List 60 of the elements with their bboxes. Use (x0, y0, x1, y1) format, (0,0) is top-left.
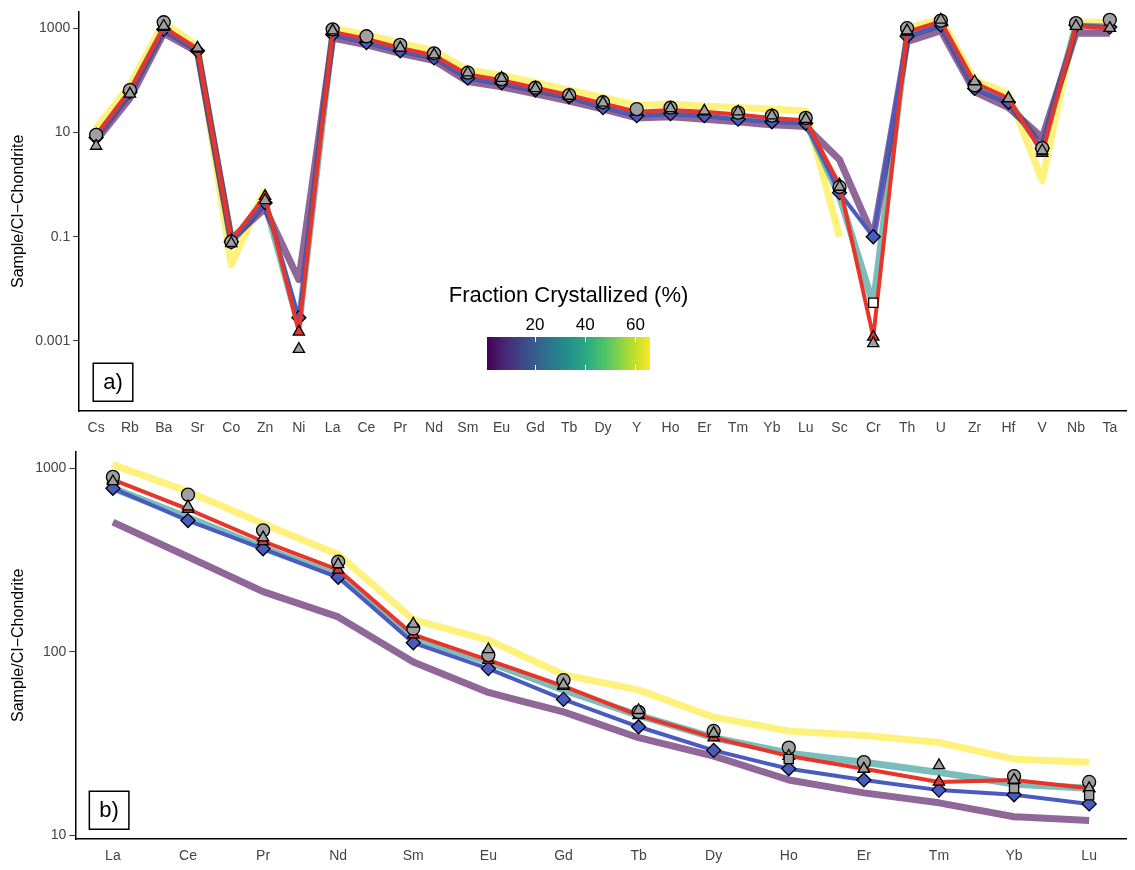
x-tick-label: Cs (87, 419, 105, 436)
x-tick-label: Gd (554, 847, 573, 864)
x-tick-label: Nd (329, 847, 348, 864)
y-tick-label: 10 (50, 825, 67, 842)
annotation: b) (99, 797, 119, 823)
x-tick-label: Ta (1102, 419, 1118, 436)
x-tick-label: Ni (292, 419, 306, 436)
x-tick-label: Y (632, 419, 643, 436)
x-tick-label: Tb (630, 847, 647, 864)
y-tick-label: 0.001 (35, 331, 71, 348)
x-tick-label: Lu (1081, 847, 1097, 864)
x-tick-label: Nd (425, 419, 443, 436)
x-tick-label: Rb (120, 419, 140, 436)
x-tick-label: Yb (1005, 847, 1023, 864)
x-tick-label: Cr (865, 419, 881, 436)
x-tick-label: V (1037, 419, 1048, 436)
x-tick-label: Ce (179, 847, 198, 864)
x-tick-label: Sr (190, 419, 205, 436)
x-tick-label: U (935, 419, 946, 436)
y-tick-label: 1000 (35, 459, 67, 476)
y-tick-label: 100 (42, 642, 67, 659)
y-tick-label: 10 (54, 123, 71, 140)
x-tick-label: Eu (493, 419, 511, 436)
x-tick-label: Ce (357, 419, 376, 436)
annotation: a) (103, 369, 123, 395)
x-tick-label: La (324, 419, 341, 436)
x-tick-label: Nb (1067, 419, 1086, 436)
x-tick-label: Er (697, 419, 712, 436)
y-tick-label: 0.1 (50, 227, 71, 244)
annotation: 40 (575, 315, 595, 335)
x-tick-label: Zr (968, 419, 982, 436)
x-tick-label: Sc (831, 419, 848, 436)
x-tick-label: Sm (457, 419, 479, 436)
x-tick-label: Zn (256, 419, 274, 436)
x-tick-label: Ba (155, 419, 173, 436)
x-tick-label: Eu (479, 847, 497, 864)
y-axis-title: Sample/CI−Chondrite (9, 134, 27, 289)
x-tick-label: Pr (256, 847, 271, 864)
x-tick-label: Hf (1001, 419, 1016, 436)
x-tick-label: Gd (526, 419, 545, 436)
x-tick-label: Lu (797, 419, 814, 436)
x-tick-label: Th (898, 419, 916, 436)
x-tick-label: Co (222, 419, 241, 436)
annotation: 20 (525, 315, 545, 335)
x-tick-label: Tb (561, 419, 578, 436)
x-tick-label: La (105, 847, 121, 864)
annotation: 60 (626, 315, 645, 335)
x-tick-label: Tm (728, 419, 749, 436)
y-axis-title: Sample/CI−Chondrite (9, 568, 27, 723)
y-tick-label: 1000 (39, 19, 71, 36)
x-tick-label: Er (856, 847, 872, 864)
color-bar-title: Fraction Crystallized (%) (447, 282, 690, 308)
x-tick-label: Dy (594, 419, 612, 436)
x-tick-label: Yb (763, 419, 781, 436)
x-tick-label: Pr (393, 419, 408, 436)
x-tick-label: Sm (402, 847, 424, 864)
x-tick-label: Ho (779, 847, 798, 864)
x-tick-label: Dy (705, 847, 723, 864)
x-tick-label: Tm (928, 847, 950, 864)
x-tick-label: Ho (661, 419, 680, 436)
